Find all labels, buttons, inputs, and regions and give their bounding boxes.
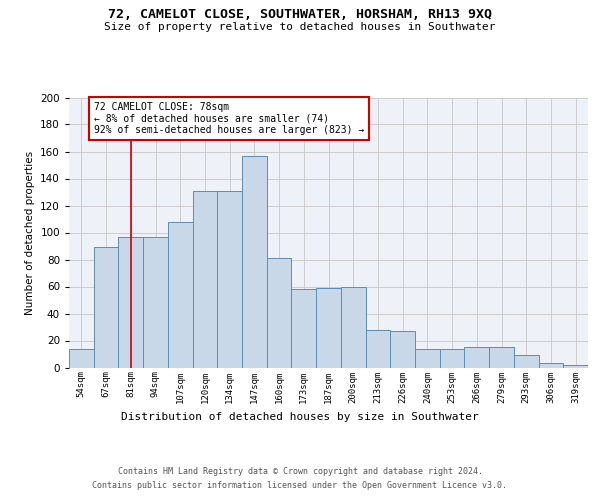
Bar xyxy=(539,364,563,368)
Bar xyxy=(292,289,316,368)
Bar xyxy=(489,347,514,368)
Bar xyxy=(118,236,143,368)
Text: Distribution of detached houses by size in Southwater: Distribution of detached houses by size … xyxy=(121,412,479,422)
Bar xyxy=(267,258,292,368)
Bar xyxy=(390,331,415,368)
Bar xyxy=(168,222,193,368)
Bar xyxy=(316,288,341,368)
Text: Contains HM Land Registry data © Crown copyright and database right 2024.: Contains HM Land Registry data © Crown c… xyxy=(118,468,482,476)
Bar xyxy=(341,286,365,368)
Bar xyxy=(242,156,267,368)
Text: 72 CAMELOT CLOSE: 78sqm
← 8% of detached houses are smaller (74)
92% of semi-det: 72 CAMELOT CLOSE: 78sqm ← 8% of detached… xyxy=(94,102,364,134)
Bar xyxy=(464,347,489,368)
Bar xyxy=(143,236,168,368)
Bar xyxy=(415,348,440,368)
Bar xyxy=(365,330,390,368)
Bar xyxy=(69,348,94,368)
Bar xyxy=(193,190,217,368)
Bar xyxy=(514,356,539,368)
Text: 72, CAMELOT CLOSE, SOUTHWATER, HORSHAM, RH13 9XQ: 72, CAMELOT CLOSE, SOUTHWATER, HORSHAM, … xyxy=(108,8,492,20)
Text: Contains public sector information licensed under the Open Government Licence v3: Contains public sector information licen… xyxy=(92,481,508,490)
Text: Size of property relative to detached houses in Southwater: Size of property relative to detached ho… xyxy=(104,22,496,32)
Y-axis label: Number of detached properties: Number of detached properties xyxy=(25,150,35,314)
Bar xyxy=(94,248,118,368)
Bar xyxy=(217,190,242,368)
Bar xyxy=(440,348,464,368)
Bar xyxy=(563,365,588,368)
